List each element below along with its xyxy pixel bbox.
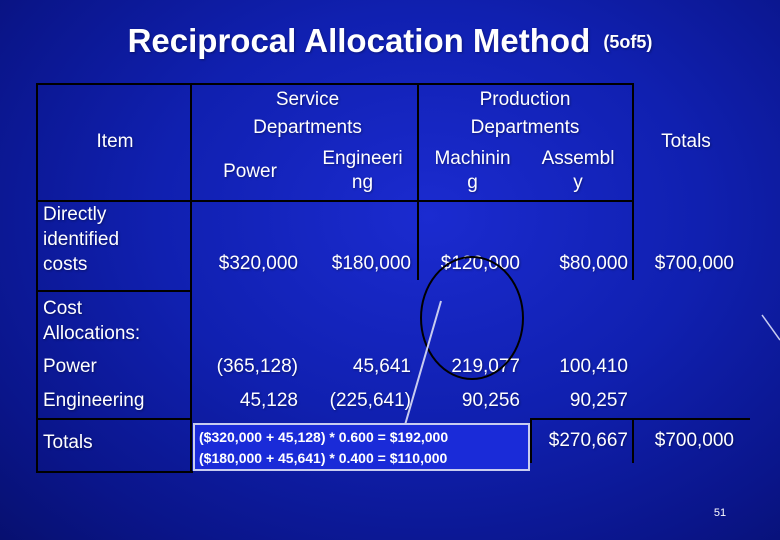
header-totals: Totals: [661, 131, 711, 152]
edge-mark-line: [761, 314, 780, 341]
table-border-bottom: [36, 471, 193, 473]
header-engineering-line1: Engineeri: [322, 148, 403, 169]
highlight-ellipse: [420, 256, 524, 380]
table-divider-totals: [632, 83, 634, 280]
header-service-departments: Service Departments: [200, 86, 415, 142]
callout-line2: ($180,000 + 45,641) * 0.400 = $110,000: [199, 450, 448, 466]
header-production-line1: Production: [479, 89, 571, 110]
table-divider-service-production: [417, 83, 419, 280]
eng-engineering: (225,641): [329, 390, 411, 411]
table-divider-totals-row: [36, 418, 190, 420]
alloc-label-line1: Cost: [43, 298, 83, 319]
totals-assembly: $270,667: [548, 430, 628, 451]
direct-label-line2: identified: [43, 229, 120, 250]
header-service-line1: Service: [275, 89, 340, 110]
totals-total: $700,000: [654, 430, 734, 451]
title-sub: (5of5): [603, 32, 653, 52]
header-assembly: Assembl y: [528, 145, 628, 197]
header-production-line2: Departments: [470, 117, 580, 138]
table-divider-totals-bottom: [530, 418, 532, 463]
alloc-label-line2: Allocations:: [43, 323, 141, 344]
direct-label-line3: costs: [43, 254, 88, 275]
header-machining-line2: g: [467, 172, 478, 193]
row-label-cost-allocations: Cost Allocations:: [43, 296, 188, 346]
header-engineering: Engineeri ng: [305, 145, 420, 197]
eng-power: 45,128: [239, 390, 298, 411]
table-divider-totals-mid: [632, 418, 634, 463]
power-engineering: 45,641: [352, 356, 411, 377]
table-divider-item: [190, 83, 192, 473]
header-engineering-line2: ng: [351, 172, 374, 193]
direct-label-line1: Directly: [43, 204, 107, 225]
header-production-departments: Production Departments: [420, 86, 630, 142]
header-assembly-line2: y: [573, 172, 583, 193]
row-label-engineering: Engineering: [43, 390, 145, 411]
direct-total: $700,000: [654, 253, 734, 274]
power-machining: 219,077: [451, 356, 520, 377]
row-label-power: Power: [43, 356, 97, 377]
header-service-line2: Departments: [253, 117, 362, 138]
header-machining-line1: Machinin: [434, 148, 511, 169]
header-item: Item: [96, 131, 134, 152]
table-divider-totals-right: [530, 418, 750, 420]
direct-assembly: $80,000: [559, 253, 628, 274]
header-assembly-line1: Assembl: [541, 148, 615, 169]
row-label-direct-costs: Directly identified costs: [43, 202, 188, 277]
table-divider-allocations: [36, 290, 190, 292]
header-power: Power: [223, 161, 277, 182]
eng-machining: 90,256: [461, 390, 520, 411]
direct-engineering: $180,000: [331, 253, 411, 274]
table-border-left: [36, 83, 38, 473]
pointer-line: [404, 300, 442, 426]
calculation-callout: ($320,000 + 45,128) * 0.600 = $192,000 (…: [193, 423, 530, 471]
power-assembly: 100,410: [559, 356, 628, 377]
title-main: Reciprocal Allocation Method: [127, 22, 591, 59]
row-label-totals: Totals: [43, 432, 93, 453]
power-power: (365,128): [216, 356, 298, 377]
callout-line1: ($320,000 + 45,128) * 0.600 = $192,000: [199, 429, 449, 445]
eng-assembly: 90,257: [569, 390, 628, 411]
table-divider-direct: [36, 292, 38, 293]
direct-power: $320,000: [218, 253, 298, 274]
table-border-top: [36, 83, 633, 85]
table-divider-header: [36, 200, 633, 202]
slide-title: Reciprocal Allocation Method (5of5): [0, 22, 780, 60]
slide-number: 51: [713, 507, 727, 519]
header-machining: Machinin g: [420, 145, 525, 197]
